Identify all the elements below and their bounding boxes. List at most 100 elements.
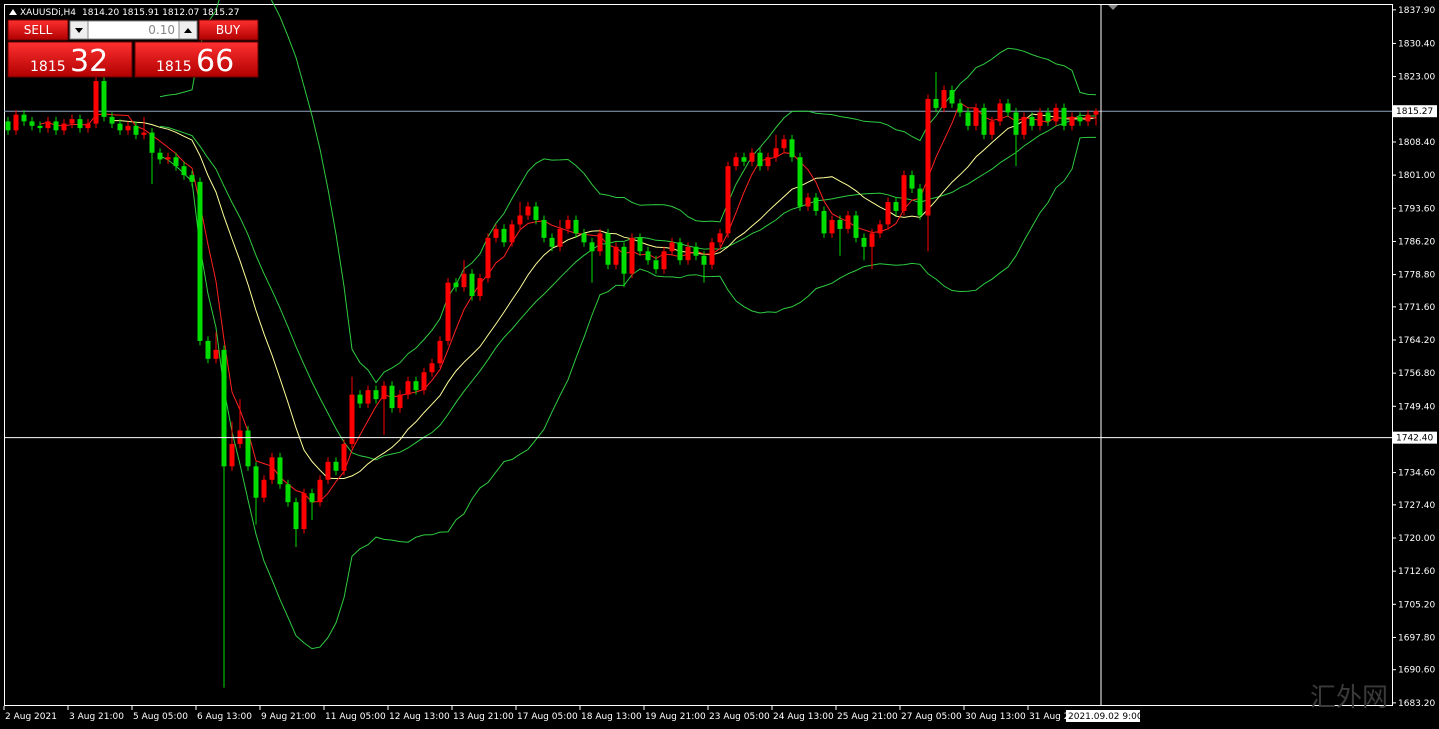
candle-body [269, 457, 275, 480]
candle-body [437, 340, 443, 364]
y-tick-label: 1764.20 [1398, 336, 1435, 346]
candle-body [461, 273, 467, 288]
candle-body [149, 132, 155, 153]
candle-body [797, 157, 803, 207]
y-tick-label: 1690.60 [1398, 666, 1435, 676]
candle-body [741, 157, 747, 162]
candle-body [1021, 116, 1027, 135]
x-tick-label: 13 Aug 21:00 [453, 712, 514, 722]
buy-label[interactable]: BUY [216, 23, 241, 37]
x-tick-label: 3 Aug 21:00 [69, 712, 124, 722]
candle-body [853, 215, 859, 238]
candle-body [877, 224, 883, 234]
candle-body [637, 237, 643, 252]
y-tick-label: 1808.40 [1398, 138, 1435, 148]
candle-body [397, 394, 403, 409]
y-tick-label: 1793.60 [1398, 204, 1435, 214]
buy-button[interactable] [198, 19, 259, 41]
candle-body [565, 219, 571, 229]
crosshair-time-box [1066, 710, 1140, 722]
crosshair-time: 2021.09.02 9:00 [1068, 712, 1143, 722]
candle-body [573, 219, 579, 234]
y-tick-label: 1705.20 [1398, 600, 1435, 610]
candle-body [589, 242, 595, 252]
candle-body [653, 260, 659, 270]
candle-body [189, 175, 195, 182]
chart-frame [4, 4, 1393, 706]
candle-body [821, 210, 827, 234]
candle-body [533, 206, 539, 220]
candle-body [941, 90, 947, 108]
candle-body [517, 215, 523, 225]
candle-body [333, 461, 339, 471]
candle-body [45, 121, 51, 129]
candle-body [669, 242, 675, 252]
candle-body [293, 502, 299, 530]
sell-price-box[interactable] [7, 41, 133, 78]
candle-body [869, 233, 875, 247]
y-tick-label: 1712.60 [1398, 567, 1435, 577]
x-tick-label: 30 Aug 13:00 [965, 712, 1026, 722]
x-tick-label: 25 Aug 21:00 [837, 712, 898, 722]
x-tick-label: 19 Aug 21:00 [645, 712, 706, 722]
candle-body [645, 251, 651, 261]
candle-body [717, 233, 723, 243]
y-tick-label: 1778.80 [1398, 271, 1435, 281]
candle-body [901, 175, 907, 211]
candle-body [677, 242, 683, 261]
candle-body [1013, 112, 1019, 135]
candle-body [197, 181, 203, 341]
sell-label[interactable]: SELL [24, 23, 53, 37]
candle-body [29, 121, 35, 126]
candle-body [949, 90, 955, 104]
candle-body [805, 197, 811, 207]
candle-body [629, 237, 635, 274]
candle-body [725, 166, 731, 234]
lot-value[interactable]: 0.10 [148, 23, 175, 37]
candle-body [501, 228, 507, 243]
candle-body [373, 390, 379, 400]
candle-body [1029, 116, 1035, 126]
x-tick-label: 31 Aug 21:00 [1029, 712, 1090, 722]
symbol: XAUUSDi,H4 [20, 8, 76, 18]
candle-body [349, 394, 355, 444]
y-tick-label: 1801.00 [1398, 171, 1435, 181]
candle-body [157, 152, 163, 160]
candle-body [597, 233, 603, 252]
candle-body [613, 246, 619, 265]
bollinger-upper [159, 0, 1097, 384]
candle-body [541, 219, 547, 238]
buy-price-box[interactable] [134, 41, 259, 78]
candle-body [381, 385, 387, 400]
y-tick-label: 1786.20 [1398, 237, 1435, 247]
candle-body [829, 219, 835, 234]
y-tick-label: 1823.00 [1398, 73, 1435, 83]
candle-body [221, 349, 227, 467]
candle-body [493, 228, 499, 238]
candle-body [109, 116, 115, 124]
candle-body [61, 123, 67, 131]
sell-price-big: 1815 [30, 59, 66, 75]
x-tick-label: 12 Aug 13:00 [389, 712, 450, 722]
candle-body [837, 219, 843, 229]
candle-body [173, 157, 179, 167]
watermark: 汇外网 [1310, 683, 1388, 713]
candle-body [125, 125, 131, 131]
x-tick-label: 11 Aug 05:00 [325, 712, 386, 722]
symbol-icon [9, 9, 17, 15]
candle-body [709, 242, 715, 265]
candle-body [525, 206, 531, 216]
down-arrow [75, 28, 83, 33]
candle-body [277, 457, 283, 485]
candle-body [893, 202, 899, 211]
candle-body [549, 237, 555, 247]
candle-body [789, 139, 795, 158]
y-tick-label: 1720.00 [1398, 534, 1435, 544]
y-tick-label: 1727.40 [1398, 501, 1435, 511]
candle-body [733, 157, 739, 167]
trade-panel: SELL 0.10 BUY 1815 32 1815 66 [7, 19, 259, 79]
up-arrow [184, 28, 192, 33]
candle-body [429, 363, 435, 373]
sell-button[interactable] [7, 19, 69, 41]
candle-body [957, 103, 963, 113]
